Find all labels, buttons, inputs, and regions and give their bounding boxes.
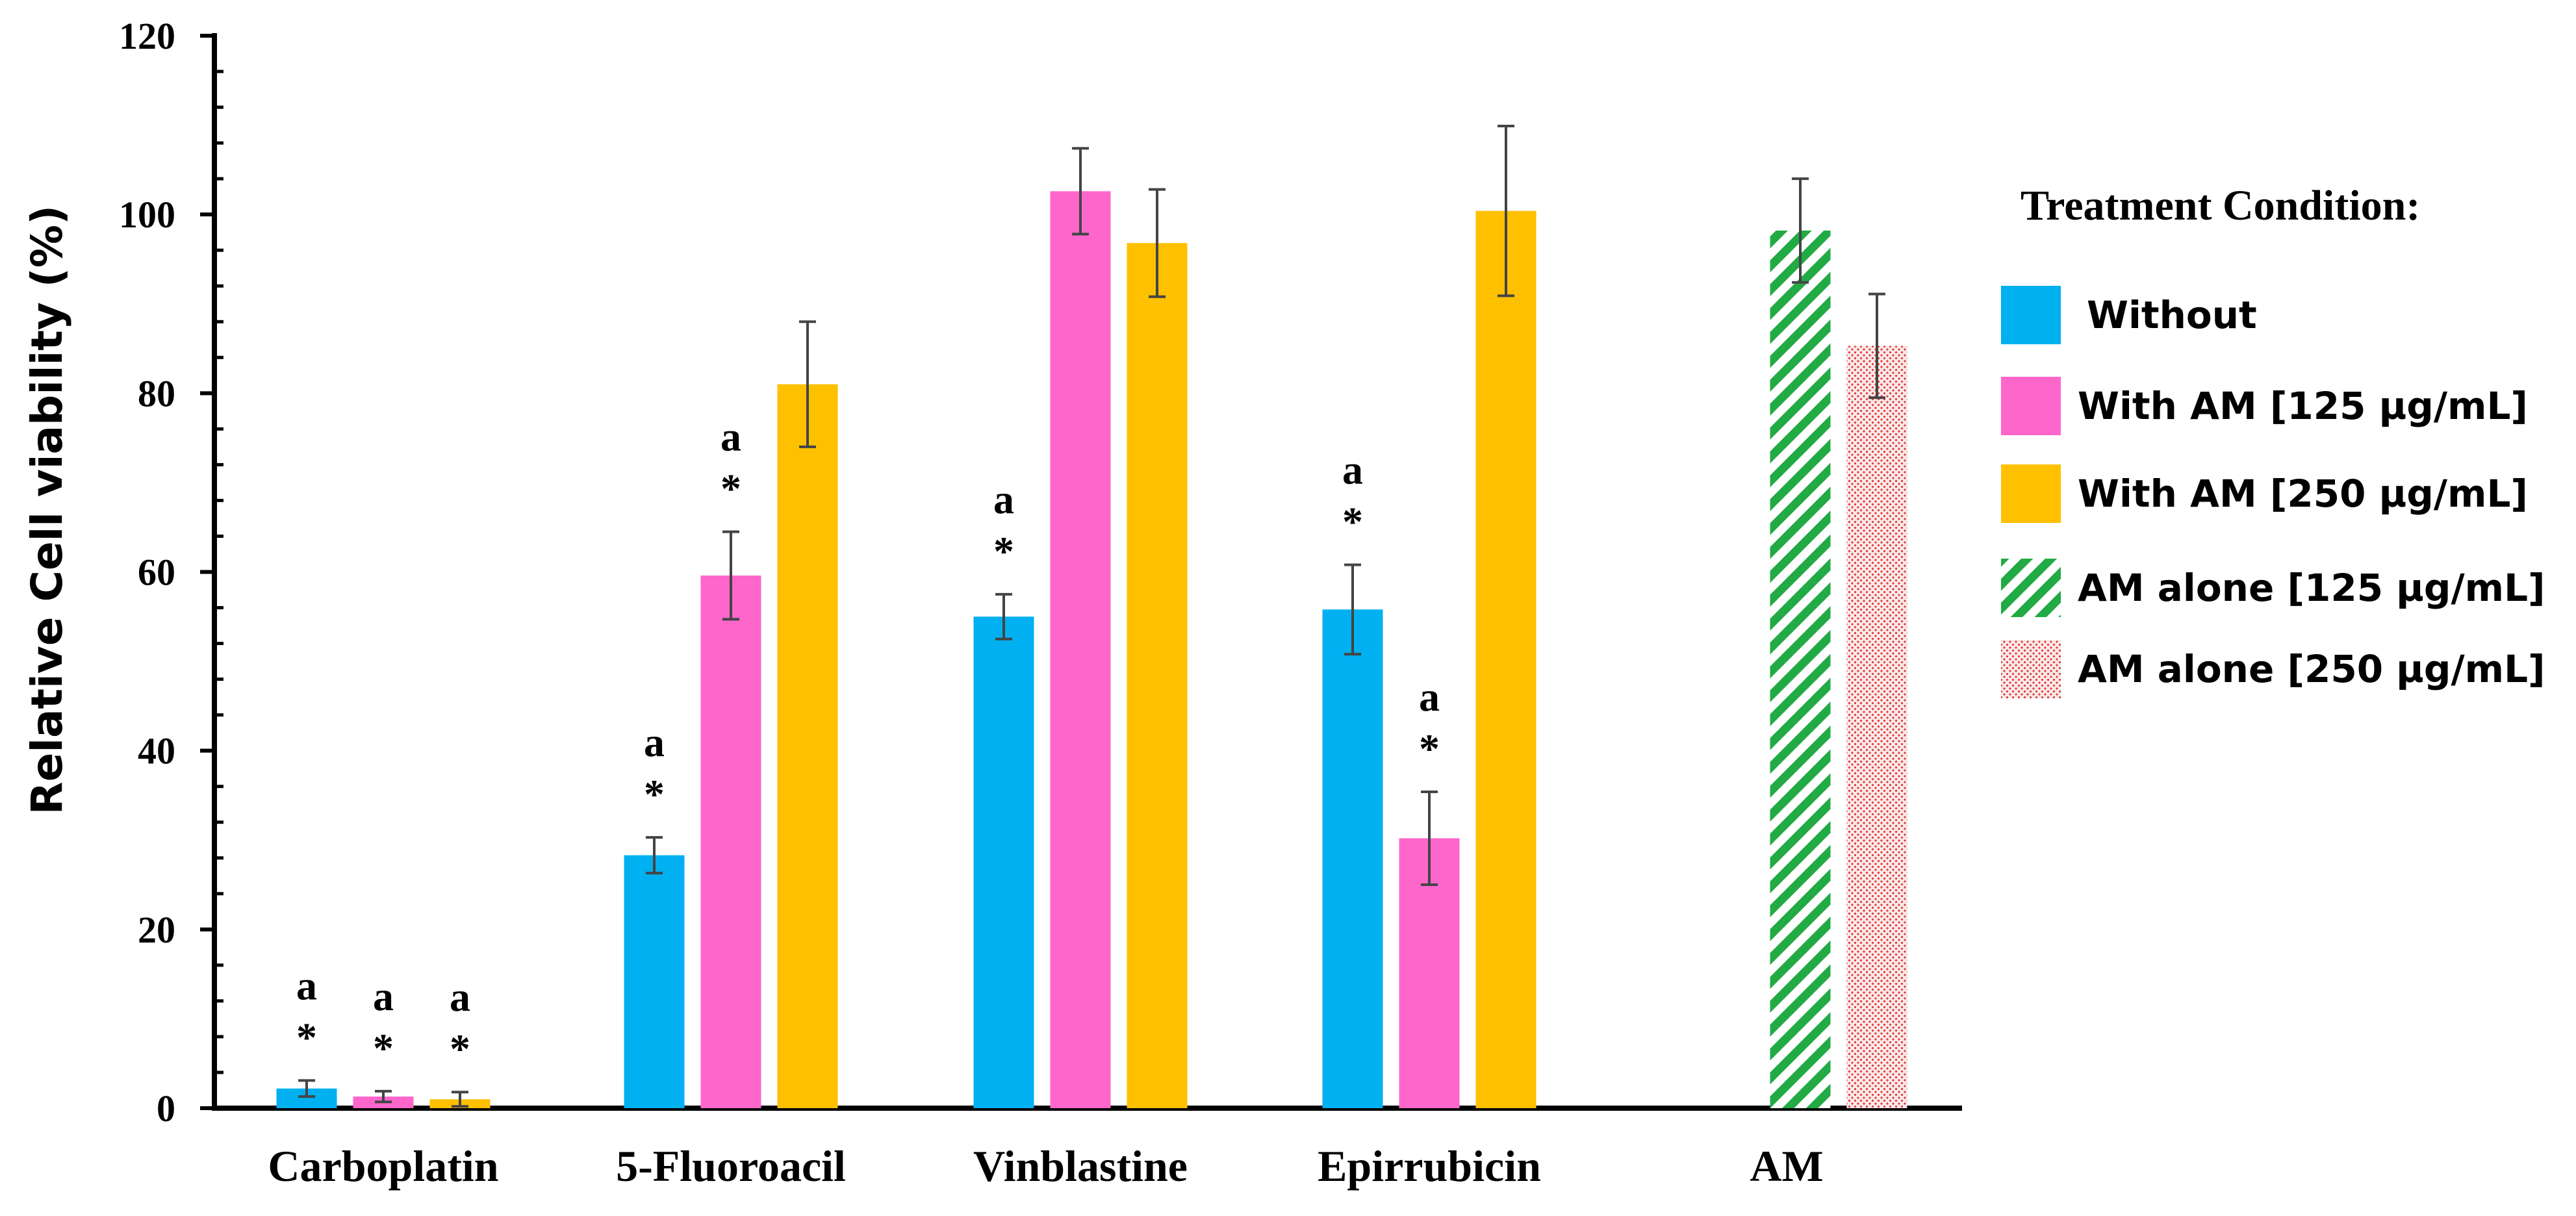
category-label: 5-Fluoroacil — [616, 1141, 846, 1191]
legend: Treatment Condition: Without With AM [125… — [2001, 182, 2545, 698]
bar — [1050, 191, 1111, 1108]
significance-letter: a — [1342, 446, 1363, 492]
axes: 0 20 40 60 80 100 120 — [119, 15, 1962, 1130]
legend-swatch — [2001, 377, 2061, 435]
significance-letter: a — [721, 414, 741, 460]
legend-label: With AM [125 µg/mL] — [2078, 384, 2528, 428]
y-tick-label: 40 — [138, 730, 175, 772]
bar — [1322, 609, 1383, 1108]
legend-swatch — [2001, 286, 2061, 344]
significance-letter: a — [993, 476, 1014, 522]
significance-letter: a — [450, 974, 470, 1020]
y-axis-label: Relative Cell viability (%) — [22, 205, 72, 815]
significance-star: * — [450, 1026, 470, 1072]
significance-star: * — [296, 1014, 317, 1060]
bar — [973, 616, 1034, 1108]
bars — [276, 191, 1907, 1109]
significance-letter: a — [644, 719, 665, 765]
category-label: Epirrubicin — [1318, 1141, 1541, 1191]
y-tick-label: 80 — [138, 372, 175, 414]
significance-star: * — [993, 528, 1014, 574]
significance-star: * — [1342, 498, 1363, 544]
legend-swatch — [2001, 464, 2061, 523]
bar — [777, 384, 838, 1109]
y-tick-label: 0 — [157, 1087, 175, 1130]
legend-title: Treatment Condition: — [2021, 182, 2420, 229]
legend-label: Without — [2087, 293, 2257, 337]
bar — [1770, 230, 1831, 1109]
y-tick-label: 20 — [138, 909, 175, 951]
significance-star: * — [721, 466, 741, 512]
legend-swatch — [2001, 559, 2061, 617]
category-label: AM — [1750, 1141, 1823, 1191]
legend-label: With AM [250 µg/mL] — [2078, 472, 2528, 516]
bar — [700, 576, 761, 1108]
category-label: Carboplatin — [268, 1141, 498, 1191]
y-tick-label: 100 — [119, 194, 175, 236]
bar — [1127, 243, 1188, 1108]
legend-label: AM alone [125 µg/mL] — [2078, 566, 2545, 610]
significance-letter: a — [1419, 674, 1440, 720]
bar — [1846, 346, 1907, 1108]
legend-label: AM alone [250 µg/mL] — [2078, 647, 2545, 691]
bar — [624, 855, 685, 1108]
error-bars — [298, 124, 1885, 1108]
significance-letter: a — [296, 962, 317, 1008]
significance-star: * — [644, 771, 665, 817]
significance-labels: a * a * a * a * a * a * a * a * — [296, 414, 1440, 1072]
category-label: Vinblastine — [973, 1141, 1188, 1191]
legend-swatch — [2001, 640, 2061, 698]
bar — [1475, 210, 1537, 1108]
significance-star: * — [1419, 726, 1440, 772]
y-tick-label: 60 — [138, 551, 175, 594]
significance-star: * — [373, 1025, 394, 1071]
significance-letter: a — [373, 973, 394, 1019]
category-labels: Carboplatin 5-Fluoroacil Vinblastine Epirru… — [268, 1141, 1823, 1191]
y-tick-label: 120 — [119, 15, 175, 57]
